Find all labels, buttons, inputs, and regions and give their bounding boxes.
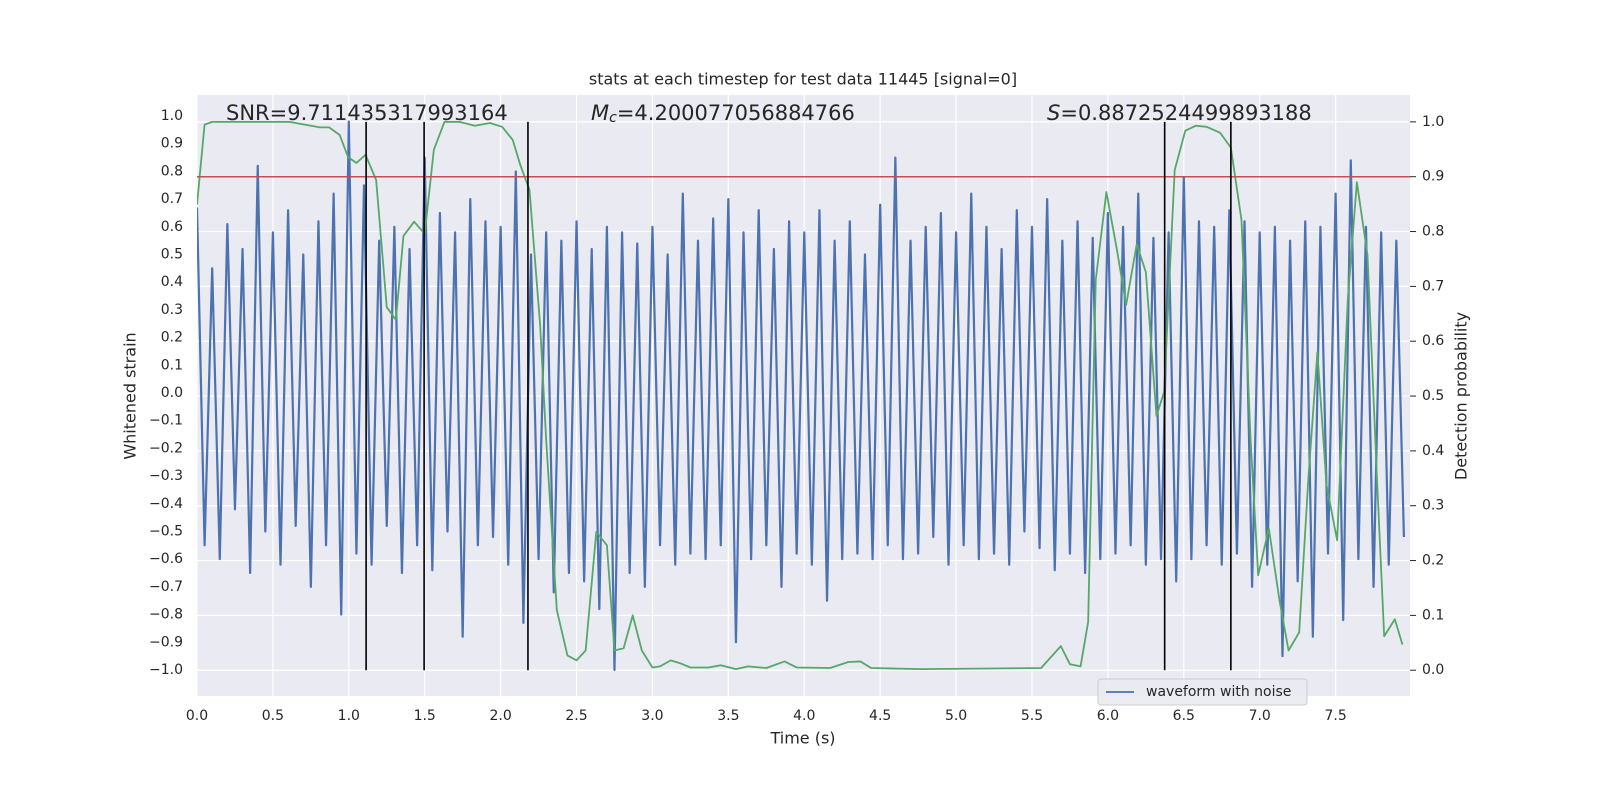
y-tick-label: −0.5 bbox=[149, 523, 183, 539]
y-tick-label: −0.7 bbox=[149, 579, 183, 595]
x-tick-label: 5.0 bbox=[945, 708, 967, 724]
annotation-text: =4.200077056884766 bbox=[617, 101, 855, 125]
y2-tick-label: 0.5 bbox=[1422, 388, 1444, 404]
y2-tick-label: 0.0 bbox=[1422, 662, 1444, 678]
y-tick-label: 0.5 bbox=[161, 247, 183, 263]
y-tick-label: −0.3 bbox=[149, 468, 183, 484]
x-tick-label: 0.5 bbox=[262, 708, 284, 724]
y-tick-label: 0.1 bbox=[161, 357, 183, 373]
legend-label: waveform with noise bbox=[1146, 684, 1291, 700]
y2-axis-label: Detection probability bbox=[1452, 312, 1471, 480]
y-tick-label: −0.8 bbox=[149, 607, 183, 623]
y2-tick-label: 0.3 bbox=[1422, 498, 1444, 514]
y-tick-label: 0.2 bbox=[161, 330, 183, 346]
y-tick-label: 0.0 bbox=[161, 385, 183, 401]
y-axis-label: Whitened strain bbox=[121, 332, 140, 459]
x-tick-label: 0.0 bbox=[186, 708, 208, 724]
annotation: SNR=9.711435317993164 bbox=[226, 101, 508, 125]
x-tick-label: 2.0 bbox=[489, 708, 511, 724]
x-tick-label: 4.0 bbox=[793, 708, 815, 724]
annotation-symbol: S bbox=[1047, 101, 1060, 125]
x-tick-label: 7.0 bbox=[1249, 708, 1271, 724]
y-tick-label: 0.6 bbox=[161, 219, 183, 235]
y-tick-label: 0.7 bbox=[161, 191, 183, 207]
y2-tick-label: 0.6 bbox=[1422, 333, 1444, 349]
x-tick-label: 7.5 bbox=[1324, 708, 1346, 724]
x-tick-label: 2.5 bbox=[565, 708, 587, 724]
x-tick-label: 3.0 bbox=[641, 708, 663, 724]
x-tick-label: 6.0 bbox=[1097, 708, 1119, 724]
waveform-line bbox=[197, 120, 1406, 672]
y-tick-label: −0.9 bbox=[149, 634, 183, 650]
x-axis-label: Time (s) bbox=[769, 729, 835, 748]
y2-tick-label: 0.2 bbox=[1422, 553, 1444, 569]
y-tick-label: −0.1 bbox=[149, 413, 183, 429]
y-tick-label: 1.0 bbox=[161, 108, 183, 124]
y2-tick-label: 0.7 bbox=[1422, 278, 1444, 294]
plot-area bbox=[197, 120, 1410, 672]
y-tick-label: −1.0 bbox=[149, 662, 183, 678]
annotation: S=0.8872524499893188 bbox=[1047, 101, 1312, 125]
y2-tick-label: 0.4 bbox=[1422, 443, 1444, 459]
y-tick-label: −0.6 bbox=[149, 551, 183, 567]
y-tick-label: −0.2 bbox=[149, 440, 183, 456]
legend-box bbox=[1097, 678, 1308, 706]
x-tick-label: 5.5 bbox=[1021, 708, 1043, 724]
y-tick-label: 0.3 bbox=[161, 302, 183, 318]
y-tick-label: −0.4 bbox=[149, 496, 183, 512]
chart-title: stats at each timestep for test data 114… bbox=[589, 70, 1017, 89]
y-tick-label: 0.4 bbox=[161, 274, 183, 290]
annotation-text: =0.8872524499893188 bbox=[1060, 101, 1311, 125]
annotation: Mc=4.200077056884766 bbox=[591, 101, 855, 126]
y2-tick-label: 0.8 bbox=[1422, 224, 1444, 240]
y2-tick-label: 1.0 bbox=[1422, 114, 1444, 130]
x-tick-label: 6.5 bbox=[1173, 708, 1195, 724]
probability-line bbox=[197, 120, 1404, 671]
y-tick-label: 0.8 bbox=[161, 163, 183, 179]
annotation-symbol: M bbox=[591, 101, 609, 125]
x-tick-label: 1.5 bbox=[414, 708, 436, 724]
y-tick-label: 0.9 bbox=[161, 136, 183, 152]
x-tick-label: 4.5 bbox=[869, 708, 891, 724]
annotation-text: SNR=9.711435317993164 bbox=[226, 101, 508, 125]
y2-tick-label: 0.9 bbox=[1422, 169, 1444, 185]
annotation-subscript: c bbox=[609, 110, 617, 126]
x-tick-label: 3.5 bbox=[717, 708, 739, 724]
x-tick-label: 1.0 bbox=[338, 708, 360, 724]
y2-tick-label: 0.1 bbox=[1422, 607, 1444, 623]
